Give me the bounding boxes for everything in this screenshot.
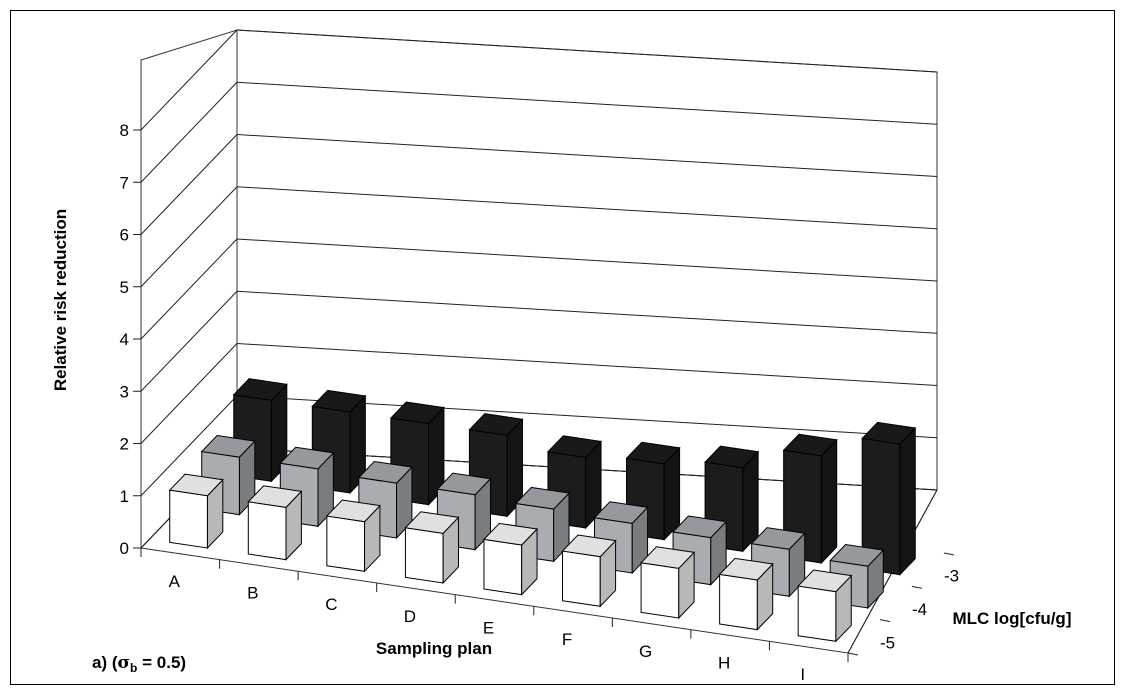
bar-front-face — [798, 586, 836, 641]
y-tick-label: 8 — [120, 121, 129, 140]
bar-side-face — [900, 428, 915, 575]
z-tick-label: -3 — [944, 567, 959, 586]
bar--5-E — [484, 523, 537, 594]
y-tick-label: 1 — [120, 487, 129, 506]
y-axis-title: Relative risk reduction — [51, 209, 70, 391]
bar--5-G — [641, 547, 694, 618]
panel-label-sigma: σ — [118, 653, 131, 673]
panel-label-tail: = 0.5) — [137, 653, 186, 672]
bar-side-face — [821, 440, 836, 563]
z-axis-title: MLC log[cfu/g] — [953, 609, 1072, 628]
bar-front-face — [641, 563, 679, 618]
x-tick-label: G — [639, 642, 652, 661]
x-tick-label: H — [718, 654, 730, 673]
bar-side-face — [743, 452, 758, 552]
panel-label-prefix: a) ( — [92, 653, 118, 672]
panel-label: a) (σb = 0.5) — [92, 653, 186, 675]
x-tick-label: D — [404, 607, 416, 626]
bar--5-D — [405, 512, 458, 583]
bar-front-face — [248, 502, 286, 560]
x-tick-label: F — [562, 630, 572, 649]
x-tick-label: B — [247, 584, 258, 603]
panel-label-subscript: b — [130, 661, 137, 675]
x-tick-label: A — [169, 572, 181, 591]
bar-front-face — [720, 574, 758, 629]
bar--5-I — [798, 570, 851, 641]
bar-front-face — [170, 490, 208, 548]
y-tick-label: 0 — [120, 539, 129, 558]
bar--5-B — [248, 486, 301, 560]
bar-front-face — [484, 539, 522, 594]
z-tick-label: -4 — [912, 600, 927, 619]
x-tick-label: C — [325, 595, 337, 614]
bar--5-H — [720, 558, 773, 629]
x-tick-label: E — [483, 619, 494, 638]
bar--5-F — [563, 535, 616, 606]
bar--5-A — [170, 474, 223, 548]
bar-front-face — [563, 551, 601, 606]
y-tick-label: 7 — [120, 173, 129, 192]
bar--5-C — [327, 500, 380, 571]
z-tick-label: -5 — [880, 633, 895, 652]
y-tick-label: 5 — [120, 278, 129, 297]
y-tick-label: 2 — [120, 435, 129, 454]
x-tick-label: I — [800, 665, 805, 684]
bar-front-face — [405, 528, 443, 583]
x-axis-title: Sampling plan — [376, 639, 492, 658]
y-tick-label: 4 — [120, 330, 129, 349]
bar-front-face — [327, 516, 365, 571]
y-tick-label: 6 — [120, 226, 129, 245]
y-tick-label: 3 — [120, 382, 129, 401]
